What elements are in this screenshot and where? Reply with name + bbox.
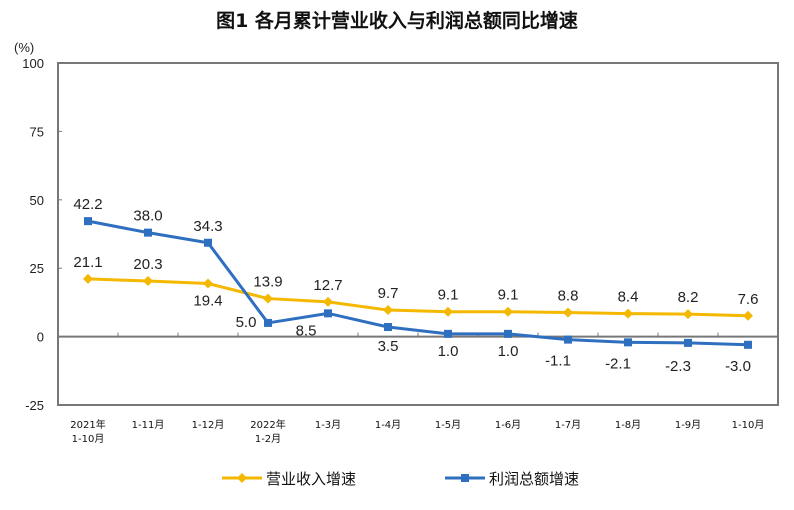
data-label: 12.7 xyxy=(313,277,342,294)
y-tick-label: 0 xyxy=(37,330,44,345)
y-axis-unit: (%) xyxy=(14,40,34,55)
data-point-square xyxy=(84,217,92,226)
data-point-square xyxy=(624,338,632,347)
plot-frame xyxy=(57,62,779,406)
legend-marker xyxy=(461,474,469,482)
data-point-diamond xyxy=(263,293,273,304)
data-label: -1.1 xyxy=(545,353,571,370)
data-label: 21.1 xyxy=(73,254,102,271)
data-point-diamond xyxy=(443,306,453,317)
legend-label: 营业收入增速 xyxy=(266,470,356,488)
data-point-square xyxy=(144,228,152,237)
data-label: 42.2 xyxy=(73,196,102,213)
data-point-square xyxy=(264,318,272,327)
data-point-square xyxy=(744,340,752,349)
data-label: 20.3 xyxy=(133,256,162,273)
data-label: -2.3 xyxy=(665,358,691,375)
data-label: 5.0 xyxy=(236,314,257,331)
y-tick-label: 100 xyxy=(22,56,44,71)
x-tick-label: 2022年 xyxy=(250,418,285,431)
data-label: 8.4 xyxy=(618,289,639,306)
data-point-square xyxy=(324,309,332,318)
data-label: 34.3 xyxy=(193,218,222,235)
data-point-diamond xyxy=(623,308,633,319)
data-point-square xyxy=(684,338,692,347)
y-tick-label: 50 xyxy=(30,193,44,208)
y-tick-label: 75 xyxy=(30,124,44,139)
data-label: -2.1 xyxy=(605,355,631,372)
data-label: 13.9 xyxy=(253,274,282,291)
data-label: 9.1 xyxy=(438,287,459,304)
x-tick-label: 1-2月 xyxy=(255,433,281,445)
data-point-diamond xyxy=(683,309,693,320)
legend-marker xyxy=(237,473,247,483)
data-point-diamond xyxy=(83,273,93,284)
data-point-diamond xyxy=(563,307,573,318)
data-point-diamond xyxy=(503,306,513,317)
x-tick-label: 1-12月 xyxy=(192,419,225,431)
data-label: 19.4 xyxy=(193,293,222,310)
data-label: 38.0 xyxy=(133,208,162,225)
data-point-diamond xyxy=(383,305,393,316)
legend-label: 利润总额增速 xyxy=(489,470,579,488)
x-tick-label: 1-10月 xyxy=(72,433,105,445)
data-point-diamond xyxy=(743,310,753,321)
x-tick-label: 1-8月 xyxy=(615,419,641,431)
data-point-square xyxy=(444,329,452,338)
x-tick-label: 1-10月 xyxy=(732,419,765,431)
data-point-diamond xyxy=(323,296,333,307)
data-label: 1.0 xyxy=(438,343,459,360)
x-tick-label: 1-3月 xyxy=(315,419,341,431)
data-label: 7.6 xyxy=(738,291,759,308)
series-line xyxy=(87,277,749,318)
data-point-square xyxy=(504,329,512,338)
data-point-square xyxy=(384,323,392,332)
data-label: 8.8 xyxy=(558,288,579,305)
data-point-diamond xyxy=(143,276,153,287)
data-label: 9.7 xyxy=(378,285,399,302)
chart-title: 图1 各月累计营业收入与利润总额同比增速 xyxy=(216,10,578,32)
data-point-square xyxy=(204,238,212,247)
x-tick-label: 1-4月 xyxy=(375,419,401,431)
data-point-square xyxy=(564,335,572,344)
series-line xyxy=(87,219,749,347)
data-label: 9.1 xyxy=(498,287,519,304)
x-tick-label: 1-6月 xyxy=(495,419,521,431)
x-tick-label: 1-5月 xyxy=(435,419,461,431)
data-label: 8.2 xyxy=(678,289,699,306)
data-label: -3.0 xyxy=(725,358,751,375)
x-tick-label: 1-9月 xyxy=(675,419,701,431)
x-tick-label: 1-7月 xyxy=(555,419,581,431)
data-label: 8.5 xyxy=(296,322,317,339)
x-tick-label: 2021年 xyxy=(70,418,105,431)
y-tick-label: -25 xyxy=(25,398,44,413)
x-tick-label: 1-11月 xyxy=(132,419,165,431)
data-label: 1.0 xyxy=(498,343,519,360)
data-label: 3.5 xyxy=(378,338,399,355)
data-point-diamond xyxy=(203,278,213,289)
y-tick-label: 25 xyxy=(30,261,44,276)
